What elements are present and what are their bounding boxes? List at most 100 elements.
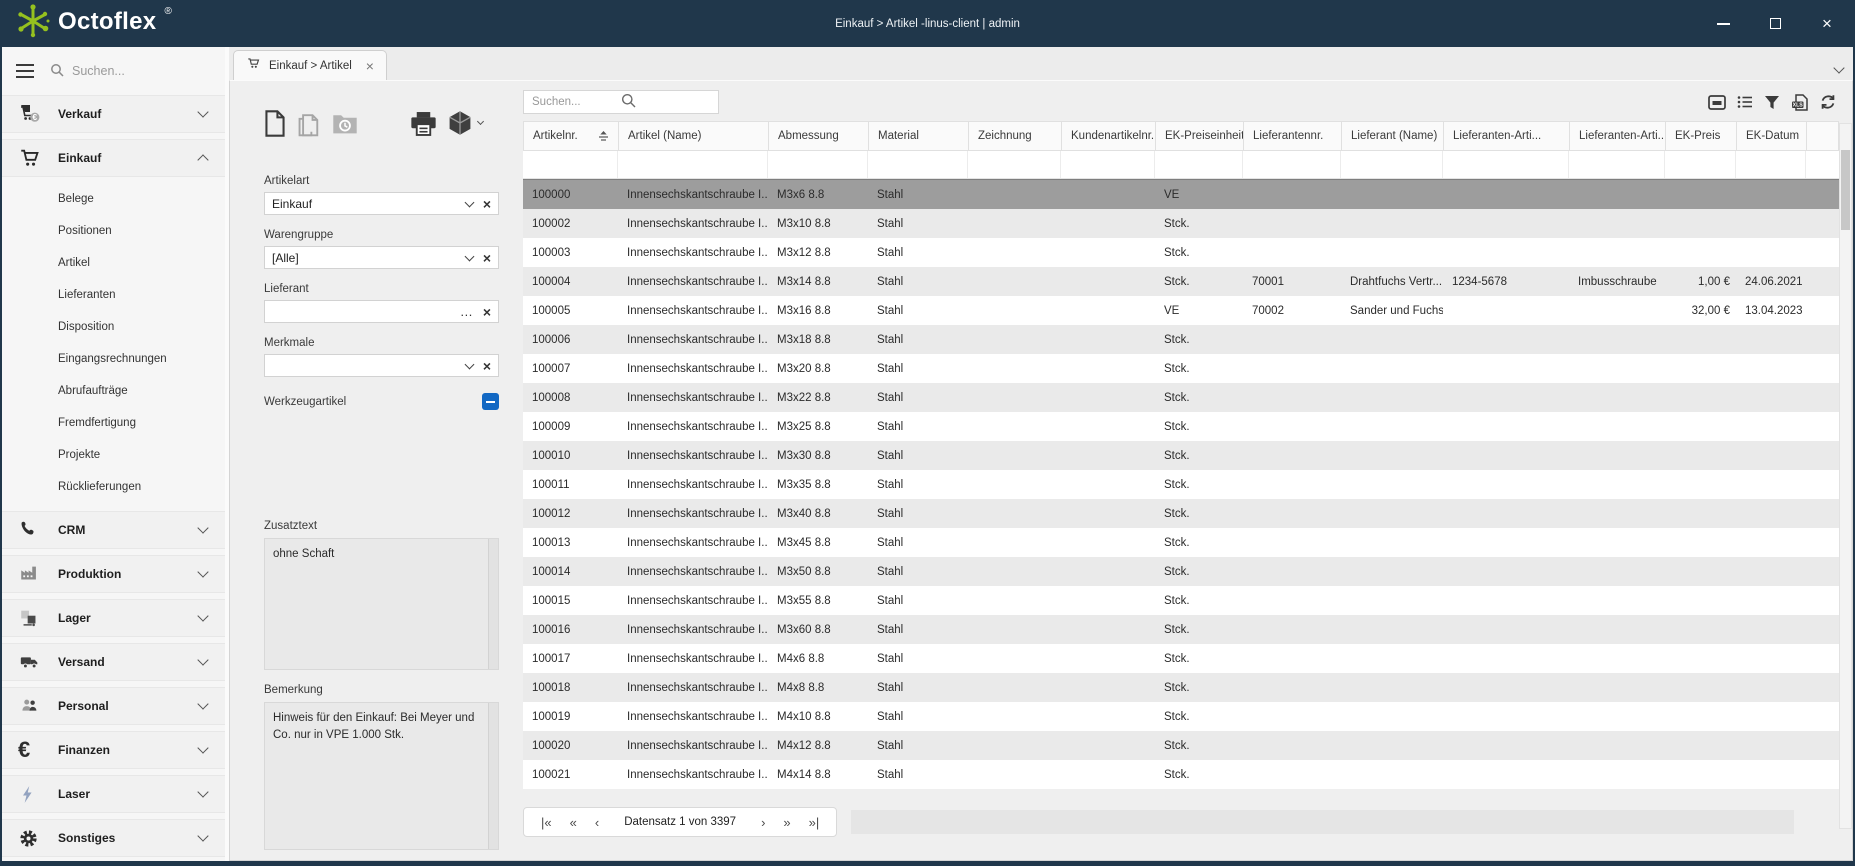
column-header-10[interactable]: Lieferanten-Arti... (1444, 122, 1570, 150)
lookup-ellipsis-icon[interactable]: … (460, 309, 474, 314)
chevron-down-icon[interactable] (464, 198, 474, 208)
sidebar-item-belege[interactable]: Belege (2, 183, 225, 215)
column-header-12[interactable]: EK-Preis (1666, 122, 1737, 150)
clear-filter-icon[interactable]: × (483, 250, 491, 266)
list-view-icon[interactable] (1737, 95, 1753, 109)
minimize-button[interactable] (1697, 0, 1749, 47)
sidebar-item-verkauf[interactable]: €Verkauf (2, 95, 225, 133)
chevron-down-icon[interactable] (464, 252, 474, 262)
column-filter-input-3[interactable] (768, 151, 868, 178)
article-history-icon[interactable] (332, 111, 358, 135)
print-icon[interactable] (410, 111, 437, 136)
table-row-100003[interactable]: 100003Innensechskantschraube I...M3x12 8… (523, 238, 1839, 267)
fast-prev-button[interactable]: « (561, 815, 586, 830)
table-row-100019[interactable]: 100019Innensechskantschraube I...M4x10 8… (523, 702, 1839, 731)
new-article-icon[interactable] (264, 110, 286, 137)
table-row-100018[interactable]: 100018Innensechskantschraube I...M4x8 8.… (523, 673, 1839, 702)
table-row-100015[interactable]: 100015Innensechskantschraube I...M3x55 8… (523, 586, 1839, 615)
table-row-100012[interactable]: 100012Innensechskantschraube I...M3x40 8… (523, 499, 1839, 528)
next-record-button[interactable]: › (752, 815, 774, 830)
sidebar-item-einkauf[interactable]: Einkauf (2, 139, 225, 177)
sidebar-item-projekte[interactable]: Projekte (2, 439, 225, 471)
filter-icon[interactable] (1764, 95, 1780, 110)
chevron-down-icon[interactable] (477, 117, 484, 124)
column-filter-input-10[interactable] (1443, 151, 1569, 178)
sidebar-item-produktion[interactable]: Produktion (2, 555, 225, 593)
sidebar-item-lager[interactable]: Lager (2, 599, 225, 637)
table-row-100020[interactable]: 100020Innensechskantschraube I...M4x12 8… (523, 731, 1839, 760)
table-row-100010[interactable]: 100010Innensechskantschraube I...M3x30 8… (523, 441, 1839, 470)
package-icon[interactable] (447, 110, 483, 136)
sidebar-item-rücklieferungen[interactable]: Rücklieferungen (2, 471, 225, 503)
table-row-100005[interactable]: 100005Innensechskantschraube I...M3x16 8… (523, 296, 1839, 325)
tab-list-chevron-icon[interactable] (1833, 62, 1844, 73)
table-row-100016[interactable]: 100016Innensechskantschraube I...M3x60 8… (523, 615, 1839, 644)
clear-filter-icon[interactable]: × (483, 358, 491, 374)
column-header-7[interactable]: EK-Preiseinheit (1156, 122, 1244, 150)
refresh-icon[interactable] (1820, 94, 1836, 110)
column-header-5[interactable]: Zeichnung (969, 122, 1062, 150)
column-header-3[interactable]: Abmessung (769, 122, 869, 150)
column-filter-input-5[interactable] (968, 151, 1061, 178)
column-header-2[interactable]: Artikel (Name) (619, 122, 769, 150)
sidebar-item-sonstiges[interactable]: Sonstiges (2, 819, 225, 857)
fast-next-button[interactable]: » (774, 815, 799, 830)
vertical-scrollbar[interactable] (1839, 123, 1852, 829)
column-filter-input-12[interactable] (1665, 151, 1736, 178)
column-filter-input-8[interactable] (1243, 151, 1341, 178)
table-row-100011[interactable]: 100011Innensechskantschraube I...M3x35 8… (523, 470, 1839, 499)
first-page-button[interactable]: |« (532, 815, 561, 830)
sidebar-item-artikel[interactable]: Artikel (2, 247, 225, 279)
tab-einkauf-artikel[interactable]: Einkauf > Artikel × (233, 50, 387, 80)
table-row-100007[interactable]: 100007Innensechskantschraube I...M3x20 8… (523, 354, 1839, 383)
column-filter-input-13[interactable] (1736, 151, 1806, 178)
table-row-100000[interactable]: 100000Innensechskantschraube I...M3x6 8.… (523, 179, 1839, 209)
table-row-100017[interactable]: 100017Innensechskantschraube I...M4x6 8.… (523, 644, 1839, 673)
column-header-9[interactable]: Lieferant (Name) (1342, 122, 1444, 150)
chevron-down-icon[interactable] (464, 360, 474, 370)
sidebar-item-personal[interactable]: Personal (2, 687, 225, 725)
collapse-panel-icon[interactable] (1708, 95, 1726, 110)
table-row-100021[interactable]: 100021Innensechskantschraube I...M4x14 8… (523, 760, 1839, 789)
hamburger-menu-icon[interactable] (16, 64, 34, 78)
column-filter-input-7[interactable] (1155, 151, 1243, 178)
copy-article-icon[interactable] (296, 110, 322, 137)
filter-input-warengruppe[interactable]: [Alle]× (264, 246, 499, 269)
last-page-button[interactable]: »| (800, 815, 829, 830)
table-row-100009[interactable]: 100009Innensechskantschraube I...M3x25 8… (523, 412, 1839, 441)
sidebar-item-disposition[interactable]: Disposition (2, 311, 225, 343)
sidebar-item-versand[interactable]: Versand (2, 643, 225, 681)
column-filter-input-1[interactable] (523, 151, 618, 178)
tab-close-icon[interactable]: × (366, 58, 374, 74)
column-filter-input-9[interactable] (1341, 151, 1443, 178)
sidebar-item-positionen[interactable]: Positionen (2, 215, 225, 247)
export-xls-icon[interactable]: XLS (1791, 94, 1809, 111)
bemerkung-textarea[interactable]: Hinweis für den Einkauf: Bei Meyer und C… (264, 702, 499, 850)
table-search-input[interactable]: Suchen... (523, 90, 719, 114)
sidebar-item-abrufaufträge[interactable]: Abrufaufträge (2, 375, 225, 407)
sidebar-item-crm[interactable]: CRM (2, 511, 225, 549)
filter-input-artikelart[interactable]: Einkauf× (264, 192, 499, 215)
column-header-11[interactable]: Lieferanten-Arti... (1570, 122, 1666, 150)
column-filter-input-6[interactable] (1061, 151, 1155, 178)
scrollbar-thumb[interactable] (1841, 150, 1850, 230)
column-header-8[interactable]: Lieferantennr. (1244, 122, 1342, 150)
table-row-100004[interactable]: 100004Innensechskantschraube I...M3x14 8… (523, 267, 1839, 296)
sidebar-item-eingangsrechnungen[interactable]: Eingangsrechnungen (2, 343, 225, 375)
filter-input-merkmale[interactable]: × (264, 354, 499, 377)
table-row-100006[interactable]: 100006Innensechskantschraube I...M3x18 8… (523, 325, 1839, 354)
table-row-100008[interactable]: 100008Innensechskantschraube I...M3x22 8… (523, 383, 1839, 412)
prev-record-button[interactable]: ‹ (586, 815, 608, 830)
zusatztext-textarea[interactable]: ohne Schaft (264, 538, 499, 670)
column-header-4[interactable]: Material (869, 122, 969, 150)
close-button[interactable]: × (1801, 0, 1853, 47)
werkzeugartikel-checkbox[interactable] (482, 393, 499, 410)
column-filter-input-11[interactable] (1569, 151, 1665, 178)
sidebar-item-finanzen[interactable]: €Finanzen (2, 731, 225, 769)
table-row-100002[interactable]: 100002Innensechskantschraube I...M3x10 8… (523, 209, 1839, 238)
table-row-100014[interactable]: 100014Innensechskantschraube I...M3x50 8… (523, 557, 1839, 586)
sidebar-item-lieferanten[interactable]: Lieferanten (2, 279, 225, 311)
table-row-100013[interactable]: 100013Innensechskantschraube I...M3x45 8… (523, 528, 1839, 557)
sidebar-item-laser[interactable]: Laser (2, 775, 225, 813)
clear-filter-icon[interactable]: × (483, 196, 491, 212)
